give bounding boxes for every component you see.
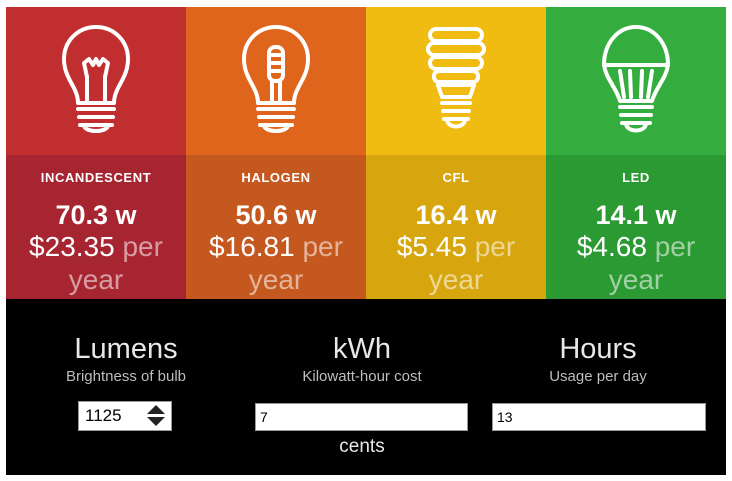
- cost-amount: $5.45: [396, 231, 467, 262]
- bulb-wattage: 70.3 w: [55, 200, 137, 230]
- lumens-subtitle: Brightness of bulb: [65, 368, 187, 385]
- cost-amount: $23.35: [29, 231, 115, 262]
- kwh-unit-label: cents: [339, 436, 385, 457]
- led-bulb-icon: [602, 25, 670, 133]
- bulb-card-incandescent: INCANDESCENT 70.3 w $23.35 per year: [6, 7, 186, 299]
- cost-amount: $16.81: [209, 231, 295, 262]
- bulb-cost-calculator: INCANDESCENT 70.3 w $23.35 per year HALO…: [6, 7, 726, 475]
- lumens-title: Lumens: [74, 333, 178, 365]
- kwh-title: kWh: [333, 333, 391, 365]
- bulb-type-label: CFL: [442, 170, 470, 185]
- hours-per-day-input[interactable]: [492, 403, 706, 431]
- bulb-wattage: 16.4 w: [415, 200, 497, 230]
- increment-arrow-icon[interactable]: [147, 405, 165, 414]
- bulb-card-led: LED 14.1 w $4.68 per year: [546, 7, 726, 299]
- cost-amount: $4.68: [576, 231, 647, 262]
- cfl-bulb-icon: [426, 27, 486, 129]
- bulb-annual-cost: $23.35 per year: [6, 230, 186, 296]
- bulb-annual-cost: $5.45 per year: [366, 230, 546, 296]
- bulb-wattage: 14.1 w: [595, 200, 677, 230]
- cost-unit: per year: [608, 231, 696, 295]
- stepper-arrows-icon[interactable]: [145, 404, 167, 428]
- bulb-annual-cost: $16.81 per year: [186, 230, 366, 296]
- halogen-bulb-icon: [242, 25, 310, 133]
- cost-unit: per year: [68, 231, 163, 295]
- bulb-type-label: LED: [622, 170, 650, 185]
- bulb-type-label: INCANDESCENT: [40, 170, 152, 185]
- bulb-comparison-row: INCANDESCENT 70.3 w $23.35 per year HALO…: [6, 7, 726, 299]
- incandescent-bulb-icon: [62, 25, 130, 133]
- kwh-cost-input[interactable]: [255, 403, 468, 431]
- bulb-card-cfl: CFL 16.4 w $5.45 per year: [366, 7, 546, 299]
- calculator-controls: Lumens Brightness of bulb 1125 kWh Kilow…: [6, 299, 726, 475]
- bulb-annual-cost: $4.68 per year: [546, 230, 726, 296]
- lumens-value: 1125: [85, 406, 122, 425]
- hours-subtitle: Usage per day: [549, 368, 647, 385]
- bulb-wattage: 50.6 w: [235, 200, 317, 230]
- kwh-subtitle: Kilowatt-hour cost: [302, 368, 422, 385]
- cost-unit: per year: [248, 231, 343, 295]
- lumens-stepper[interactable]: 1125: [78, 401, 172, 431]
- hours-title: Hours: [559, 333, 637, 365]
- decrement-arrow-icon[interactable]: [147, 417, 165, 426]
- cost-unit: per year: [428, 231, 516, 295]
- bulb-card-halogen: HALOGEN 50.6 w $16.81 per year: [186, 7, 366, 299]
- bulb-type-label: HALOGEN: [241, 170, 311, 185]
